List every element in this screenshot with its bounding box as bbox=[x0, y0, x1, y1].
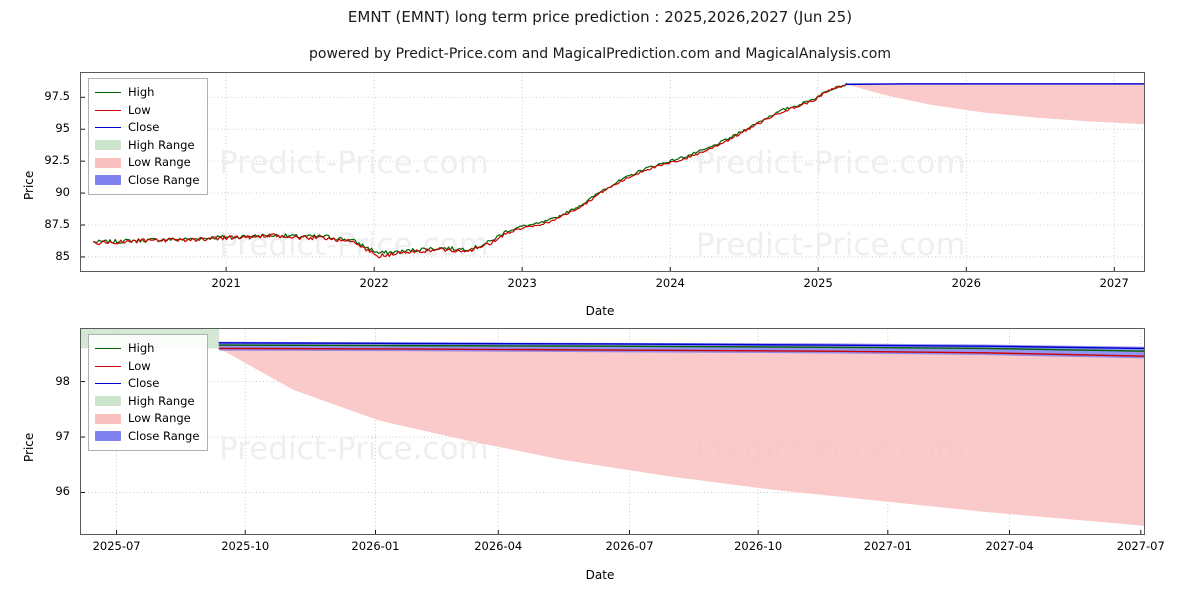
legend-item-label: Low Range bbox=[128, 155, 191, 169]
top-x-tick: 2027 bbox=[1099, 276, 1129, 290]
legend-patch-swatch bbox=[95, 413, 121, 424]
legend-item-label: Low bbox=[128, 358, 151, 373]
top-x-tick: 2022 bbox=[359, 276, 389, 290]
legend-line-swatch bbox=[95, 127, 121, 129]
top-y-tick: 97.5 bbox=[44, 89, 70, 104]
bottom-x-tick: 2026-01 bbox=[351, 539, 400, 553]
top-chart-panel: Predict-Price.com Predict-Price.com Predic… bbox=[80, 72, 1145, 272]
legend-item: Close bbox=[95, 375, 199, 393]
top-x-tick: 2026 bbox=[951, 276, 981, 290]
legend-item-label: Close bbox=[128, 376, 160, 390]
legend-item-label: Close Range bbox=[128, 172, 200, 187]
top-y-tick: 92.5 bbox=[44, 153, 70, 168]
top-x-tick: 2021 bbox=[211, 276, 241, 290]
svg-text:Predict-Price.com: Predict-Price.com bbox=[696, 227, 966, 263]
bottom-x-tick: 2025-07 bbox=[92, 539, 141, 553]
legend-item-label: High Range bbox=[128, 393, 195, 408]
bottom-x-axis-label: Date bbox=[585, 568, 615, 582]
legend-item: Close Range bbox=[95, 428, 199, 446]
legend-item-label: High bbox=[128, 341, 155, 355]
legend-patch-swatch bbox=[95, 140, 121, 151]
top-y-tick: 87.5 bbox=[44, 217, 70, 231]
legend-item: High Range bbox=[95, 393, 199, 411]
top-chart-plot: Predict-Price.com Predict-Price.com Predic… bbox=[81, 73, 1144, 271]
legend-item-label: Low bbox=[128, 102, 151, 117]
bottom-x-tick: 2026-10 bbox=[734, 539, 783, 553]
bottom-y-tick: 96 bbox=[55, 484, 70, 499]
bottom-y-tick: 97 bbox=[55, 429, 70, 444]
legend-line-swatch bbox=[95, 109, 121, 111]
svg-text:Predict-Price.com: Predict-Price.com bbox=[219, 431, 489, 467]
bottom-x-tick: 2027-01 bbox=[863, 539, 912, 553]
bottom-x-tick: 2025-10 bbox=[221, 539, 270, 553]
legend-patch-swatch bbox=[95, 157, 121, 168]
bottom-chart-legend: High Low Close High Range Low Range Close Ran… bbox=[88, 334, 209, 451]
svg-text:Predict-Price.com: Predict-Price.com bbox=[219, 227, 489, 263]
legend-item: Low bbox=[95, 358, 199, 376]
legend-line-swatch bbox=[95, 365, 121, 367]
top-x-tick: 2024 bbox=[655, 276, 685, 290]
legend-item: Close Range bbox=[95, 172, 199, 190]
bottom-x-tick: 2026-07 bbox=[605, 539, 654, 553]
bottom-y-tick: 98 bbox=[55, 373, 70, 388]
legend-item-label: High bbox=[128, 85, 155, 99]
top-x-tick: 2025 bbox=[803, 276, 833, 290]
legend-line-swatch bbox=[95, 92, 121, 94]
top-x-axis-label: Date bbox=[585, 304, 615, 318]
top-y-tick: 85 bbox=[55, 248, 70, 263]
legend-line-swatch bbox=[95, 383, 121, 385]
svg-text:Predict-Price.com: Predict-Price.com bbox=[696, 145, 966, 181]
legend-item: Low Range bbox=[95, 410, 199, 428]
legend-item: High bbox=[95, 340, 199, 358]
page-title: EMNT (EMNT) long term price prediction :… bbox=[347, 8, 853, 26]
bottom-x-tick: 2027-04 bbox=[985, 539, 1034, 553]
legend-item: Close bbox=[95, 119, 199, 137]
legend-item-label: Close bbox=[128, 120, 160, 134]
legend-item: Low Range bbox=[95, 154, 199, 172]
legend-item-label: High Range bbox=[128, 137, 195, 152]
bottom-x-tick: 2027-07 bbox=[1116, 539, 1165, 553]
legend-patch-swatch bbox=[95, 396, 121, 407]
legend-item: Low bbox=[95, 102, 199, 120]
top-x-tick: 2023 bbox=[507, 276, 537, 290]
legend-item: High bbox=[95, 84, 199, 102]
legend-patch-swatch bbox=[95, 431, 121, 442]
legend-item-label: Low Range bbox=[128, 411, 191, 425]
legend-item: High Range bbox=[95, 137, 199, 155]
svg-text:Predict-Price.com: Predict-Price.com bbox=[219, 145, 489, 181]
top-chart-legend: High Low Close High Range Low Range Close Ran… bbox=[88, 78, 209, 195]
legend-line-swatch bbox=[95, 348, 121, 350]
top-y-tick: 95 bbox=[55, 121, 70, 136]
legend-item-label: Close Range bbox=[128, 428, 200, 443]
bottom-x-tick: 2026-04 bbox=[474, 539, 523, 553]
top-y-tick: 90 bbox=[55, 185, 70, 200]
legend-patch-swatch bbox=[95, 175, 121, 186]
page-subtitle: powered by Predict-Price.com and Magical… bbox=[309, 46, 891, 62]
